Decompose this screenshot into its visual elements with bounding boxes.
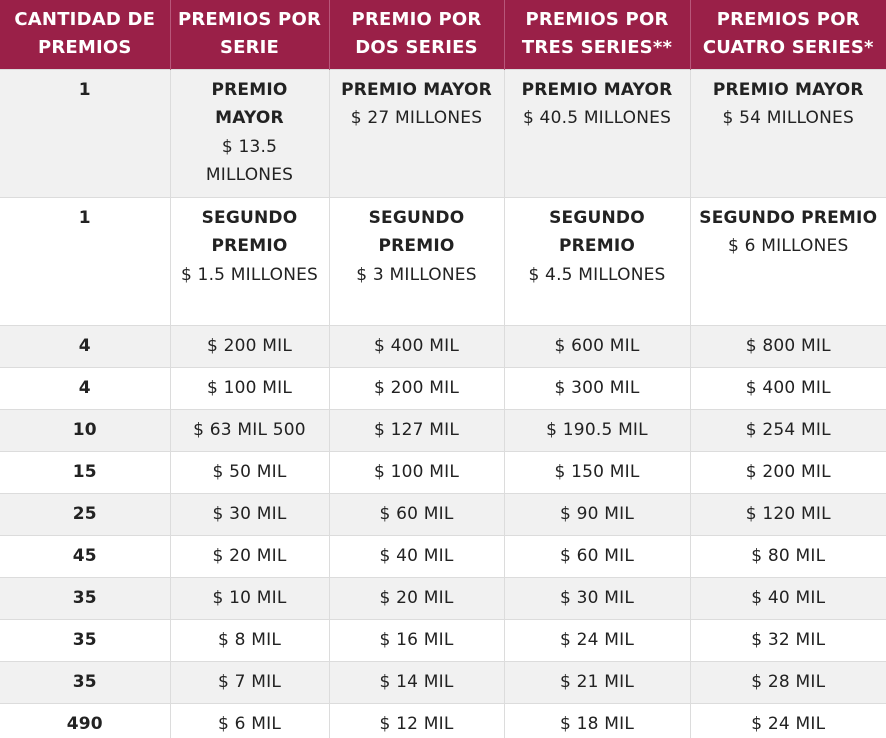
- prize-title: SEGUNDO PREMIO: [368, 207, 465, 257]
- prize-cell: SEGUNDO PREMIO $ 6 MILLONES: [689, 196, 886, 325]
- value-cell: $ 24 MIL: [689, 702, 886, 738]
- table-row: 490 $ 6 MIL $ 12 MIL $ 18 MIL $ 24 MIL: [0, 702, 886, 738]
- header-row: CANTIDAD DE PREMIOS PREMIOS POR SERIE PR…: [0, 0, 886, 69]
- value-cell: $ 40 MIL: [689, 576, 886, 619]
- value-cell: $ 254 MIL: [689, 408, 886, 451]
- value-cell: $ 30 MIL: [169, 492, 329, 535]
- quantity-cell: 1: [0, 196, 170, 325]
- value-cell: $ 200 MIL: [689, 450, 886, 493]
- header-quantity: CANTIDAD DE PREMIOS: [0, 0, 170, 69]
- value-cell: $ 28 MIL: [689, 660, 886, 703]
- quantity-cell: 35: [0, 576, 170, 619]
- value-cell: $ 10 MIL: [169, 576, 329, 619]
- quantity-cell: 35: [0, 660, 170, 703]
- table-row: 35 $ 8 MIL $ 16 MIL $ 24 MIL $ 32 MIL: [0, 618, 886, 661]
- value-cell: $ 16 MIL: [328, 618, 504, 661]
- value-cell: $ 24 MIL: [503, 618, 690, 661]
- value-cell: $ 63 MIL 500: [169, 408, 329, 451]
- quantity-cell: 45: [0, 534, 170, 577]
- prize-cell: PREMIO MAYOR $ 27 MILLONES: [328, 68, 504, 197]
- header-three-series: PREMIOS POR TRES SERIES**: [503, 0, 690, 69]
- prize-title: SEGUNDO PREMIO: [549, 207, 645, 257]
- quantity-cell: 490: [0, 702, 170, 738]
- quantity-cell: 35: [0, 618, 170, 661]
- quantity-cell: 15: [0, 450, 170, 493]
- value-cell: $ 400 MIL: [689, 366, 886, 409]
- prize-title: PREMIO MAYOR: [341, 79, 492, 100]
- table-row: 10 $ 63 MIL 500 $ 127 MIL $ 190.5 MIL $ …: [0, 408, 886, 451]
- prize-amount: $ 1.5 MILLONES: [180, 264, 319, 285]
- prize-cell: SEGUNDO PREMIO $ 4.5 MILLONES: [503, 196, 690, 325]
- value-cell: $ 190.5 MIL: [503, 408, 690, 451]
- prize-cell: PREMIO MAYOR $ 54 MILLONES: [689, 68, 886, 197]
- value-cell: $ 60 MIL: [503, 534, 690, 577]
- value-cell: $ 90 MIL: [503, 492, 690, 535]
- prize-title: PREMIO MAYOR: [211, 79, 288, 129]
- value-cell: $ 30 MIL: [503, 576, 690, 619]
- prize-amount: $ 13.5 MILLONES: [205, 136, 294, 186]
- value-cell: $ 120 MIL: [689, 492, 886, 535]
- quantity-cell: 4: [0, 366, 170, 409]
- value-cell: $ 150 MIL: [503, 450, 690, 493]
- prize-cell: SEGUNDO PREMIO $ 1.5 MILLONES: [169, 196, 329, 325]
- table-row: 4 $ 100 MIL $ 200 MIL $ 300 MIL $ 400 MI…: [0, 366, 886, 409]
- header-four-series: PREMIOS POR CUATRO SERIES*: [689, 0, 886, 69]
- prize-title: SEGUNDO PREMIO: [699, 207, 878, 228]
- table-body: 1 PREMIO MAYOR $ 13.5 MILLONES PREMIO MA…: [0, 68, 886, 738]
- value-cell: $ 8 MIL: [169, 618, 329, 661]
- table-row: 45 $ 20 MIL $ 40 MIL $ 60 MIL $ 80 MIL: [0, 534, 886, 577]
- value-cell: $ 14 MIL: [328, 660, 504, 703]
- value-cell: $ 20 MIL: [328, 576, 504, 619]
- table-row: 4 $ 200 MIL $ 400 MIL $ 600 MIL $ 800 MI…: [0, 324, 886, 367]
- prize-amount: $ 54 MILLONES: [722, 108, 854, 128]
- prize-amount: $ 27 MILLONES: [350, 108, 483, 128]
- value-cell: $ 800 MIL: [689, 324, 886, 367]
- value-cell: $ 200 MIL: [328, 366, 504, 409]
- prize-title: PREMIO MAYOR: [521, 79, 673, 100]
- table-row: 35 $ 10 MIL $ 20 MIL $ 30 MIL $ 40 MIL: [0, 576, 886, 619]
- prize-cell: PREMIO MAYOR $ 13.5 MILLONES: [169, 68, 329, 197]
- value-cell: $ 127 MIL: [328, 408, 504, 451]
- value-cell: $ 21 MIL: [503, 660, 690, 703]
- value-cell: $ 100 MIL: [328, 450, 504, 493]
- value-cell: $ 300 MIL: [503, 366, 690, 409]
- prize-amount: $ 4.5 MILLONES: [528, 264, 666, 285]
- prize-cell: SEGUNDO PREMIO $ 3 MILLONES: [328, 196, 504, 325]
- header-one-series: PREMIOS POR SERIE: [169, 0, 329, 69]
- value-cell: $ 50 MIL: [169, 450, 329, 493]
- value-cell: $ 200 MIL: [169, 324, 329, 367]
- quantity-cell: 1: [0, 68, 170, 197]
- value-cell: $ 600 MIL: [503, 324, 690, 367]
- table-row-segundo-premio: 1 SEGUNDO PREMIO $ 1.5 MILLONES SEGUNDO …: [0, 196, 886, 325]
- prize-amount: $ 6 MILLONES: [728, 236, 849, 256]
- value-cell: $ 18 MIL: [503, 702, 690, 738]
- prize-cell: PREMIO MAYOR $ 40.5 MILLONES: [503, 68, 690, 197]
- table-row: 15 $ 50 MIL $ 100 MIL $ 150 MIL $ 200 MI…: [0, 450, 886, 493]
- table-row: 25 $ 30 MIL $ 60 MIL $ 90 MIL $ 120 MIL: [0, 492, 886, 535]
- prize-amount: $ 3 MILLONES: [356, 264, 477, 285]
- table-row: 35 $ 7 MIL $ 14 MIL $ 21 MIL $ 28 MIL: [0, 660, 886, 703]
- value-cell: $ 100 MIL: [169, 366, 329, 409]
- value-cell: $ 6 MIL: [169, 702, 329, 738]
- value-cell: $ 7 MIL: [169, 660, 329, 703]
- value-cell: $ 40 MIL: [328, 534, 504, 577]
- quantity-cell: 25: [0, 492, 170, 535]
- quantity-cell: 4: [0, 324, 170, 367]
- prize-title: PREMIO MAYOR: [712, 79, 864, 100]
- header-two-series: PREMIO POR DOS SERIES: [328, 0, 504, 69]
- value-cell: $ 60 MIL: [328, 492, 504, 535]
- value-cell: $ 80 MIL: [689, 534, 886, 577]
- value-cell: $ 12 MIL: [328, 702, 504, 738]
- value-cell: $ 32 MIL: [689, 618, 886, 661]
- quantity-cell: 10: [0, 408, 170, 451]
- value-cell: $ 20 MIL: [169, 534, 329, 577]
- prize-title: SEGUNDO PREMIO: [201, 207, 298, 257]
- table-header: CANTIDAD DE PREMIOS PREMIOS POR SERIE PR…: [0, 0, 886, 69]
- table-row-premio-mayor: 1 PREMIO MAYOR $ 13.5 MILLONES PREMIO MA…: [0, 68, 886, 197]
- prize-amount: $ 40.5 MILLONES: [522, 108, 672, 128]
- value-cell: $ 400 MIL: [328, 324, 504, 367]
